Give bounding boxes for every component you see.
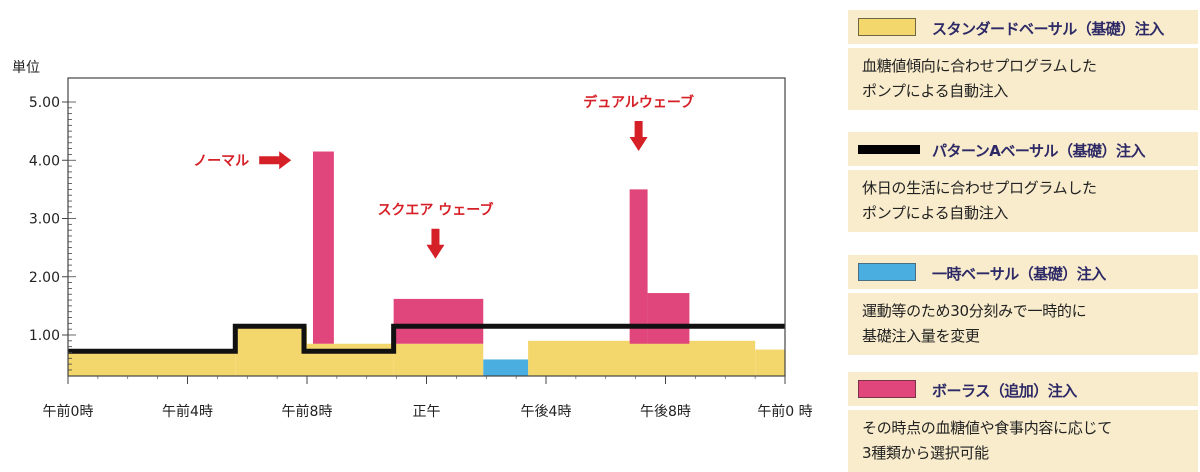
arrow-down-icon: [426, 228, 445, 259]
legend-title: スタンダードベーサル（基礎）注入: [932, 20, 1164, 38]
legend-desc: 休日の生活に合わせプログラムした ポンプによる自動注入: [848, 170, 1198, 232]
bolus-bar: [312, 151, 334, 344]
x-tick-label: 午後4時: [521, 404, 572, 420]
y-tick-label: 4.00: [29, 153, 60, 169]
yellow-swatch-icon: [858, 18, 916, 36]
x-tick-label: 正午: [413, 404, 441, 420]
area-segment: [755, 349, 785, 376]
bolus-bar: [393, 298, 484, 344]
y-tick-label: 5.00: [29, 95, 60, 111]
arrow-down-icon: [629, 120, 648, 151]
x-tick-label: 午前8時: [282, 403, 333, 420]
area-segment: [393, 343, 484, 376]
bolus-bar: [647, 293, 690, 344]
pink-swatch-icon: [858, 380, 916, 398]
legend-desc: 運動等のため30分刻みで一時的に 基礎注入量を変更: [848, 293, 1198, 355]
area-segment: [235, 326, 307, 376]
annotation-label: スクエア ウェーブ: [377, 202, 493, 219]
legend-desc: その時点の血糖値や食事内容に応じて 3種類から選択可能: [848, 410, 1198, 472]
x-tick-label: 午前4時: [162, 403, 213, 420]
blue-swatch-icon: [858, 263, 916, 281]
area-segment: [528, 340, 756, 376]
legend-title: 一時ベーサル（基礎）注入: [932, 265, 1106, 283]
annotation-label: デュアルウェーブ: [583, 94, 694, 111]
y-tick-label: 3.00: [29, 212, 60, 228]
insulin-chart: 1.00 2.00 3.00 4.00 5.00 単位午前0時 午前4時 午前8時 正午 午後4時…: [12, 60, 813, 420]
annotation-label: ノーマル: [193, 153, 249, 169]
x-tick-label: 午後8時: [640, 404, 691, 420]
y-tick-label: 2.00: [29, 270, 60, 286]
bolus-bar: [629, 189, 648, 344]
legend-desc: 血糖値傾向に合わせプログラムした ポンプによる自動注入: [848, 48, 1198, 110]
area-segment: [68, 349, 236, 376]
legend-title: パターンAベーサル（基礎）注入: [932, 142, 1146, 160]
legend-head: ボーラス（追加）注入: [848, 372, 1198, 406]
pattern-a-basal-line: [68, 323, 785, 354]
x-tick-label: 午前0 時: [757, 403, 812, 420]
area-segment: [307, 343, 394, 376]
x-tick-label: 午前0時: [43, 403, 94, 420]
legend-head: 一時ベーサル（基礎）注入: [848, 255, 1198, 289]
legend-head: スタンダードベーサル（基礎）注入: [848, 10, 1198, 44]
legend-title: ボーラス（追加）注入: [932, 382, 1077, 400]
black-line-swatch-icon: [858, 145, 920, 154]
y-axis-label: 単位: [12, 60, 40, 76]
y-tick-label: 1.00: [29, 328, 60, 344]
arrow-right-icon: [259, 151, 292, 170]
legend-head: パターンAベーサル（基礎）注入: [848, 132, 1198, 166]
area-segment: [483, 359, 529, 376]
